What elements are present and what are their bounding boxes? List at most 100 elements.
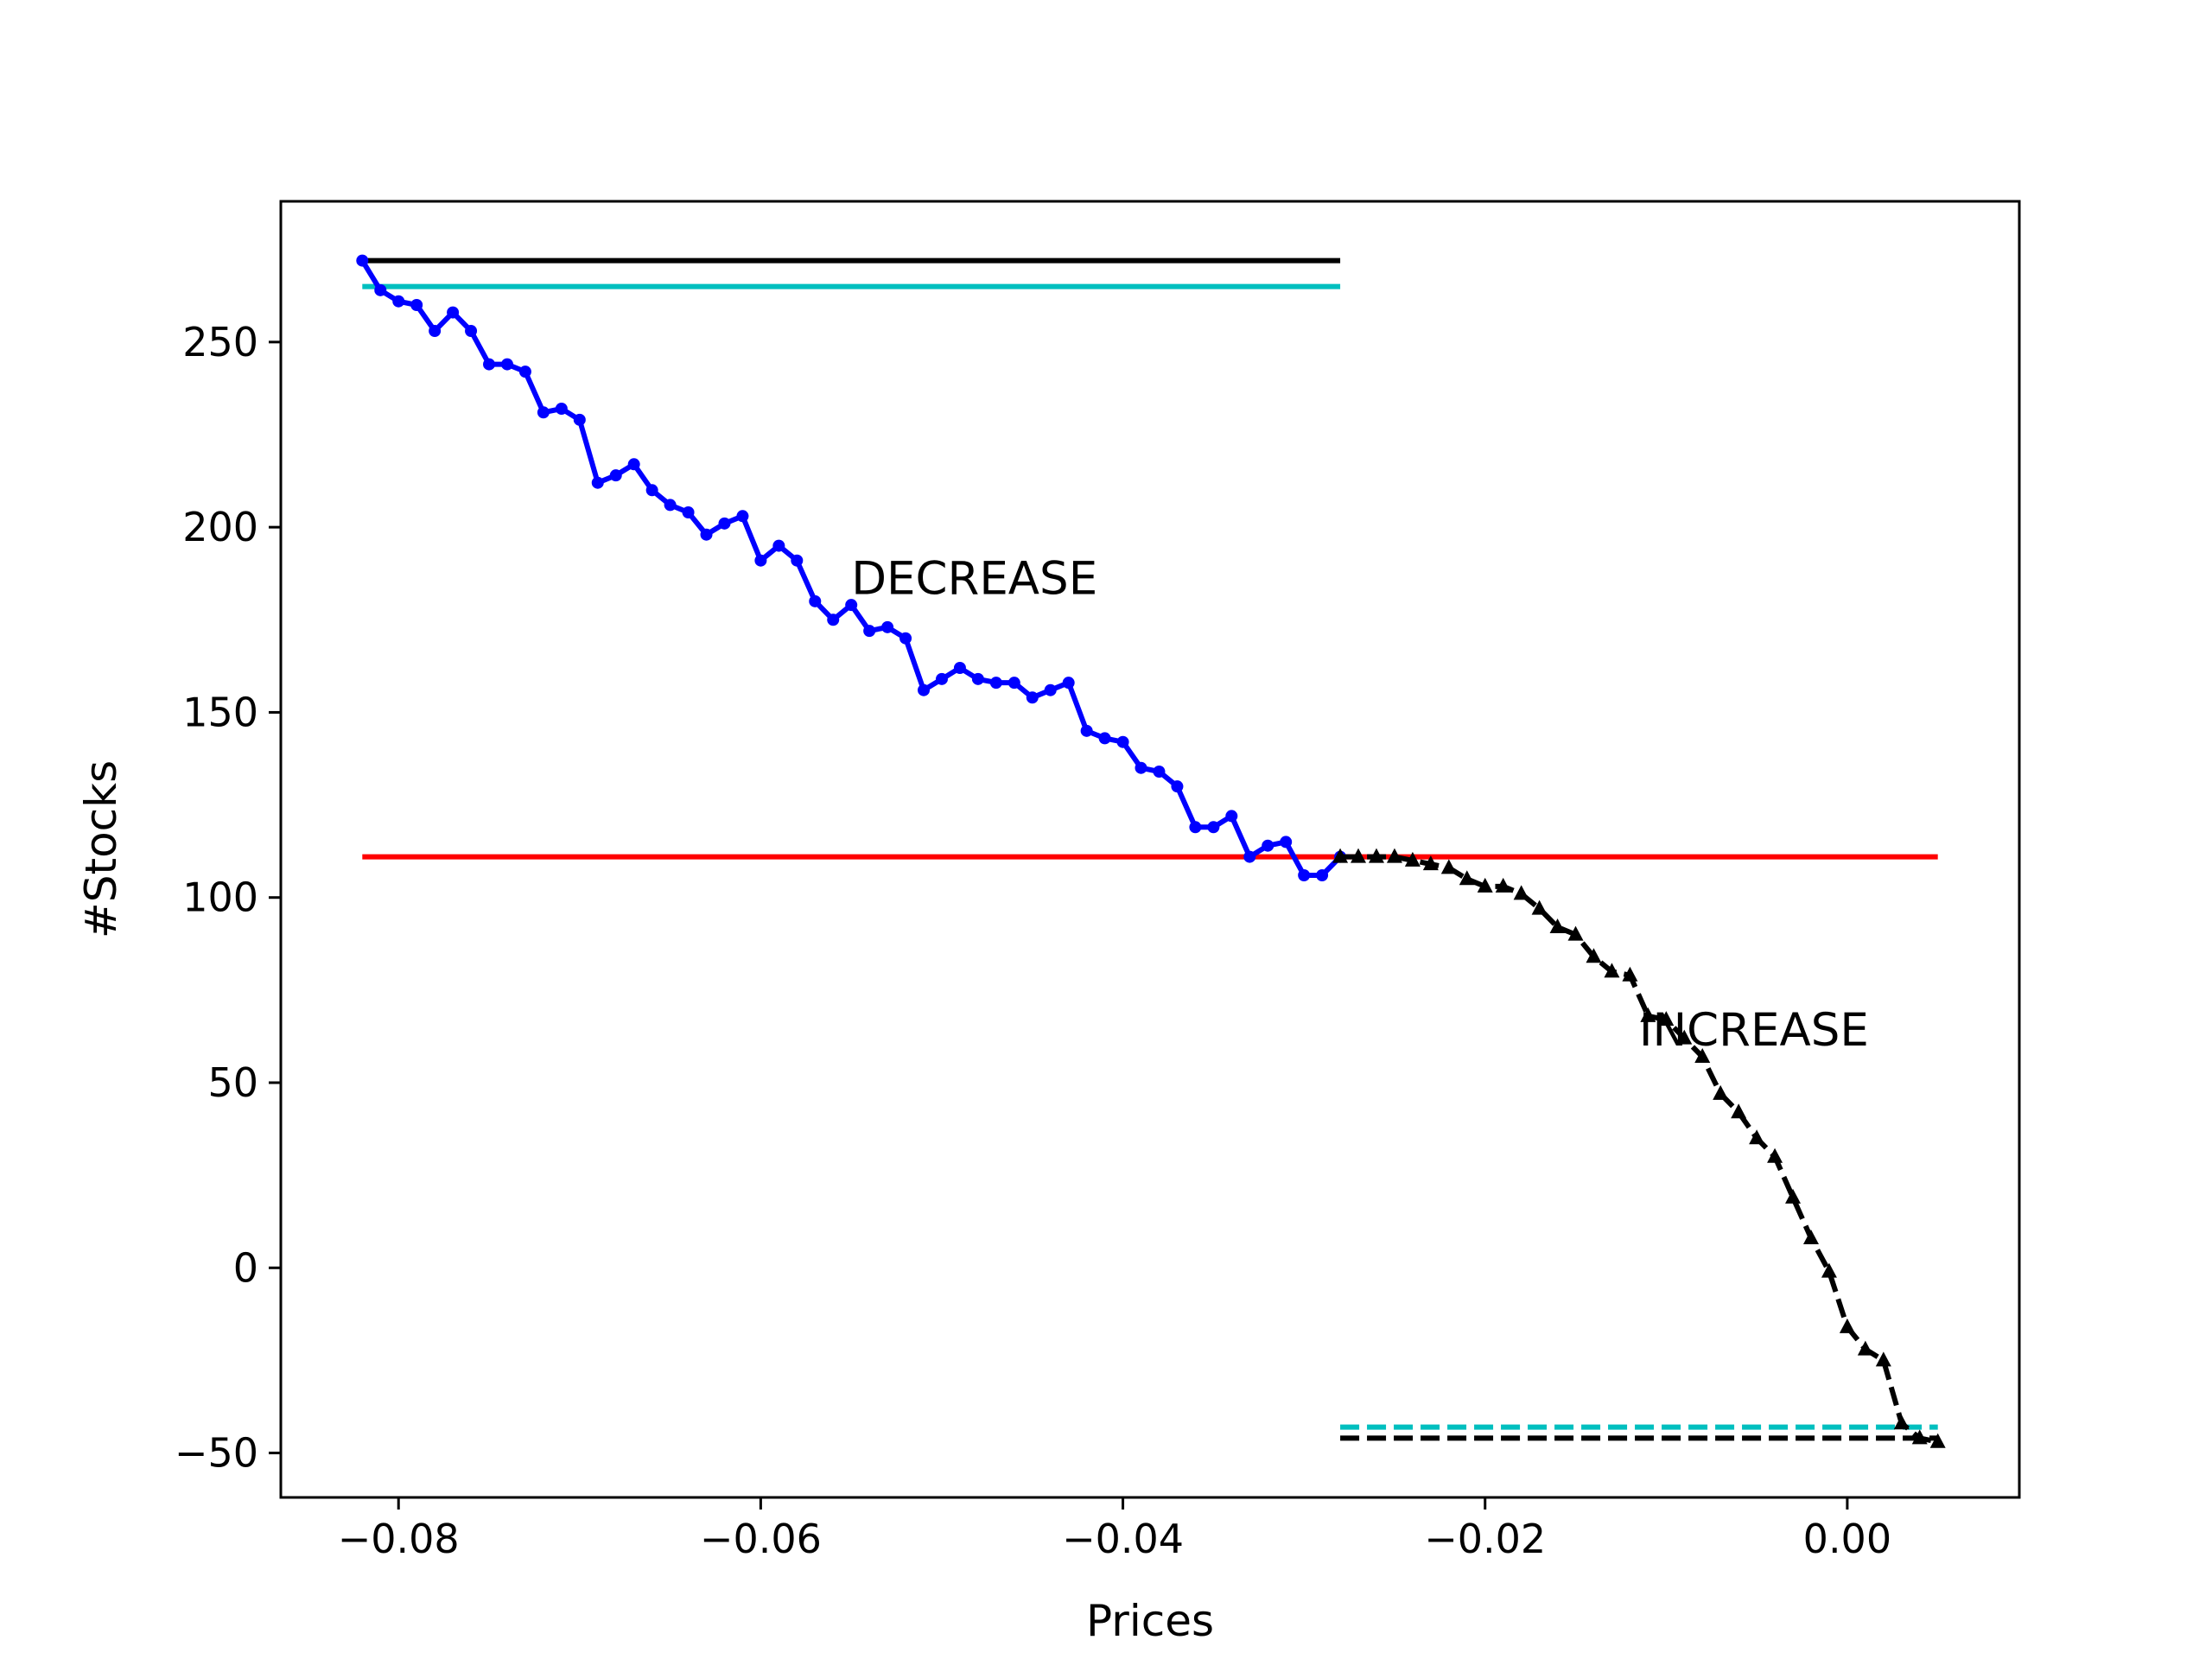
series-marker <box>1280 836 1293 849</box>
series-marker <box>1404 851 1421 867</box>
series-marker <box>627 458 640 471</box>
series-marker <box>682 506 695 518</box>
series-marker <box>1767 1147 1783 1163</box>
x-tick-label: 0.00 <box>1803 1516 1891 1562</box>
x-tick-label: −0.08 <box>338 1516 460 1562</box>
x-tick-label: −0.04 <box>1062 1516 1184 1562</box>
series-marker <box>1153 766 1166 778</box>
series-marker <box>1893 1414 1910 1430</box>
series-marker <box>1604 963 1620 978</box>
series-marker <box>1207 821 1220 834</box>
series-marker <box>429 325 442 337</box>
series-marker <box>465 325 478 337</box>
series-marker <box>1694 1048 1711 1063</box>
series-marker <box>1749 1129 1765 1145</box>
x-axis-label: Prices <box>1086 1596 1214 1646</box>
series-marker <box>989 677 1002 690</box>
series-marker <box>1351 848 1367 863</box>
series-marker <box>537 406 550 419</box>
series-marker <box>1298 869 1311 881</box>
series-marker <box>1225 810 1238 823</box>
annotation-increase: INCREASE <box>1639 1004 1869 1057</box>
series-marker <box>1531 899 1548 915</box>
series-marker <box>1044 683 1057 696</box>
series-marker <box>918 683 931 696</box>
series-marker <box>555 403 568 415</box>
series-marker <box>609 469 622 482</box>
series-marker <box>500 358 513 371</box>
series-marker <box>863 625 876 638</box>
series-marker <box>809 594 822 607</box>
series-marker <box>1495 877 1511 893</box>
series-marker <box>700 528 713 541</box>
x-axis: −0.08 −0.06 −0.04 −0.02 0.00 <box>338 1497 1891 1562</box>
series-marker <box>935 672 948 685</box>
series-marker <box>645 484 658 497</box>
annotations: DECREASE INCREASE <box>851 552 1869 1057</box>
series-marker <box>1549 918 1566 933</box>
reference-lines <box>362 257 1938 1441</box>
y-tick-label: 0 <box>233 1244 258 1291</box>
series-marker <box>718 517 731 530</box>
x-tick-label: −0.06 <box>700 1516 822 1562</box>
series-marker <box>1171 780 1184 793</box>
series-marker <box>1135 761 1147 774</box>
series-marker <box>1316 869 1329 881</box>
series-marker <box>1586 948 1602 963</box>
series-marker <box>791 554 804 567</box>
series-marker <box>664 499 677 512</box>
series-marker <box>1875 1351 1891 1367</box>
series-marker <box>1731 1103 1747 1119</box>
series-marker <box>1622 966 1638 982</box>
y-tick-label: 50 <box>207 1059 258 1106</box>
series-marker <box>1422 855 1439 871</box>
series-marker <box>1026 691 1039 704</box>
y-tick-label: −50 <box>175 1430 258 1477</box>
series-marker <box>1567 925 1584 941</box>
plot-frame <box>279 200 2021 1499</box>
x-tick-label: −0.02 <box>1424 1516 1546 1562</box>
series-marker <box>1839 1318 1855 1333</box>
series-marker <box>1821 1262 1837 1278</box>
series-marker <box>447 306 460 319</box>
series-marker <box>1857 1340 1873 1356</box>
series-line <box>1340 854 1939 1445</box>
series-marker <box>1785 1188 1802 1204</box>
y-tick-label: 150 <box>182 689 258 735</box>
series-marker <box>1332 848 1349 863</box>
series-marker <box>1098 732 1111 745</box>
series-marker <box>1640 1007 1656 1022</box>
series-marker <box>1929 1433 1946 1448</box>
series-marker <box>1080 724 1093 737</box>
series-marker <box>374 283 387 296</box>
series-marker <box>1243 850 1256 863</box>
series-marker <box>392 295 405 308</box>
series-marker <box>1007 677 1020 690</box>
series-marker <box>881 620 894 633</box>
series-marker <box>1658 1011 1675 1027</box>
series-marker <box>483 358 496 371</box>
series-marker <box>1676 1029 1693 1045</box>
series-marker <box>356 254 369 267</box>
series-marker <box>1459 870 1475 886</box>
series-marker <box>1189 821 1202 834</box>
series-marker <box>1262 839 1274 852</box>
series-marker <box>573 413 586 426</box>
data-series <box>356 254 1946 1448</box>
series-marker <box>1802 1230 1819 1244</box>
series-marker <box>971 672 984 685</box>
y-tick-label: 100 <box>182 874 258 921</box>
annotation-decrease: DECREASE <box>851 552 1097 605</box>
series-marker <box>845 599 858 612</box>
series-marker <box>1440 859 1457 874</box>
series-marker <box>1477 877 1493 893</box>
series-marker <box>953 662 966 674</box>
series-marker <box>1911 1429 1928 1445</box>
series-marker <box>736 510 749 523</box>
series-marker <box>1368 848 1384 863</box>
y-tick-label: 250 <box>182 319 258 365</box>
series-marker <box>591 476 604 489</box>
series-marker <box>754 554 767 567</box>
